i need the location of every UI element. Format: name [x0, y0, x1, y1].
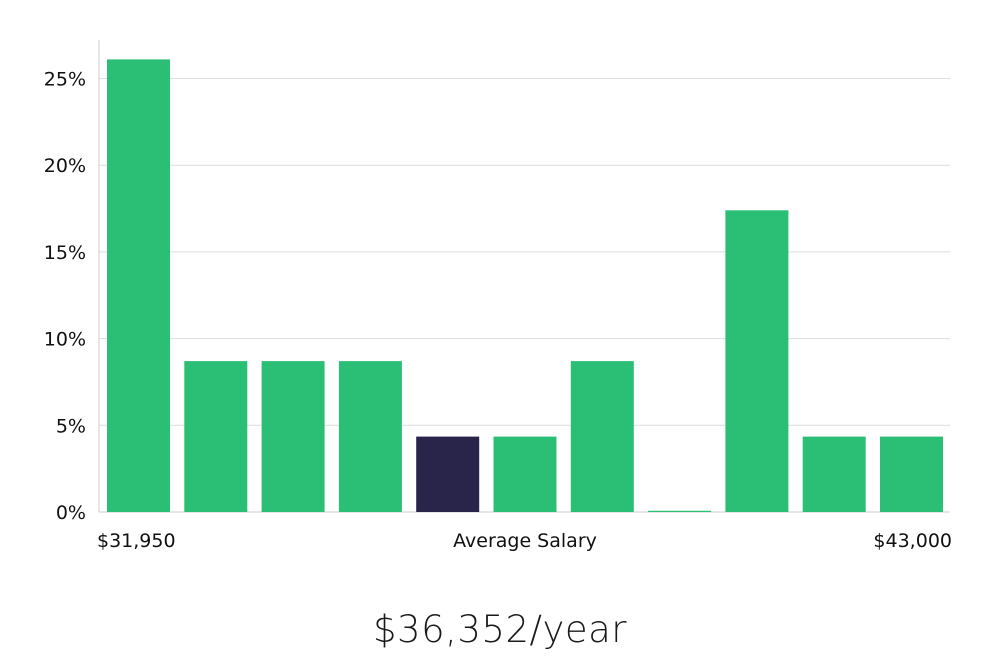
bar — [570, 361, 634, 512]
bar — [493, 436, 557, 512]
y-tick-label: 5% — [56, 415, 86, 437]
salary-histogram-chart: 0%5%10%15%20%25% $31,950 Average Salary … — [44, 40, 952, 552]
y-tick-label: 15% — [44, 242, 86, 264]
bar — [880, 436, 943, 512]
bar — [184, 361, 248, 512]
bar — [107, 59, 170, 513]
x-max-label: $43,000 — [873, 530, 952, 552]
y-tick-label: 25% — [44, 69, 86, 91]
y-tick-label: 20% — [44, 155, 86, 177]
bar — [802, 436, 866, 512]
y-tick-labels: 0% 5% 10% 15% 20% 25% — [44, 69, 86, 525]
bar — [725, 210, 789, 513]
highlighted-bar — [416, 436, 480, 512]
x-center-label: Average Salary — [453, 530, 597, 552]
y-tick-label: 0% — [56, 502, 86, 524]
bar — [338, 361, 402, 512]
average-salary-value: $36,352/year — [372, 608, 627, 651]
bars — [107, 59, 943, 513]
bar — [648, 510, 712, 512]
x-min-label: $31,950 — [97, 530, 176, 552]
y-tick-label: 10% — [44, 329, 86, 351]
bar — [261, 361, 325, 512]
